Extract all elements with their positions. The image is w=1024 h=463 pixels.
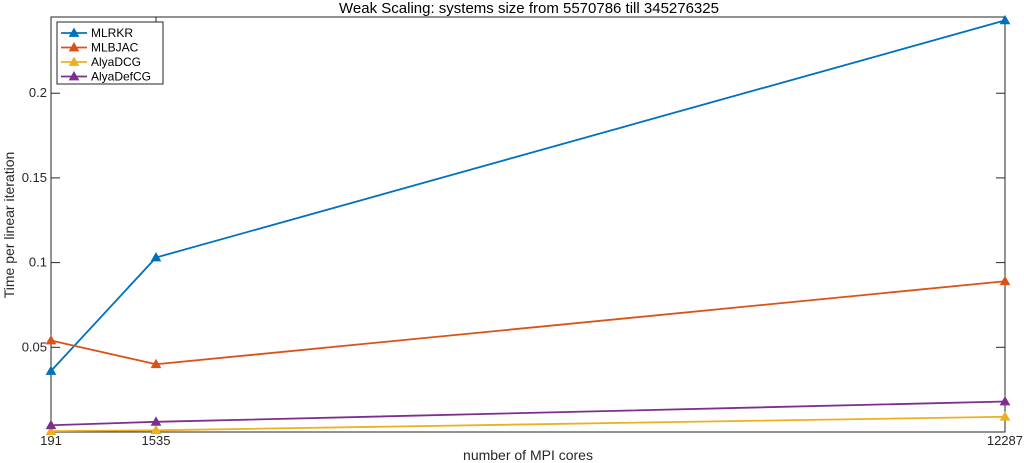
series-layer bbox=[45, 14, 1011, 436]
plot-area bbox=[50, 16, 1006, 433]
y-axis-title: Time per linear iteration bbox=[1, 152, 17, 299]
data-point-mlrkr bbox=[150, 252, 162, 262]
legend-label-mlrkr: MLRKR bbox=[91, 26, 133, 40]
x-axis-title: number of MPI cores bbox=[463, 447, 593, 463]
y-tick-label: 0.1 bbox=[29, 255, 47, 270]
legend-marker-mlbjac bbox=[68, 41, 80, 52]
x-tick-label: 12287 bbox=[987, 433, 1023, 448]
x-tick-label: 191 bbox=[40, 433, 62, 448]
data-point-alyadefcg bbox=[999, 396, 1011, 406]
data-point-alyadcg bbox=[150, 424, 162, 435]
y-tick-label: 0.2 bbox=[29, 85, 47, 100]
data-point-mlrkr bbox=[999, 14, 1011, 25]
legend-marker-alyadcg bbox=[68, 56, 80, 66]
data-point-mlbjac bbox=[999, 275, 1011, 286]
chart-title: Weak Scaling: systems size from 5570786 … bbox=[339, 0, 719, 17]
legend-label-mlbjac: MLBJAC bbox=[91, 41, 139, 55]
data-point-alyadefcg bbox=[150, 416, 162, 426]
legend-marker-alyadefcg bbox=[68, 70, 80, 81]
y-tick-label: 0.05 bbox=[22, 339, 47, 354]
data-point-alyadcg bbox=[45, 425, 57, 436]
y-tick-label: 0.15 bbox=[22, 170, 47, 185]
data-point-alyadefcg bbox=[45, 419, 57, 430]
legend-label-alyadefcg: AlyaDefCG bbox=[91, 70, 151, 84]
x-tick-label: 1535 bbox=[142, 433, 171, 448]
data-point-mlbjac bbox=[45, 335, 57, 345]
data-point-alyadcg bbox=[999, 411, 1011, 421]
axis-ticks: 191 1535 12287 0.05 0.1 0.15 0.2 bbox=[22, 17, 1023, 448]
legend-marker-mlrkr bbox=[68, 27, 80, 37]
data-point-mlbjac bbox=[150, 358, 162, 369]
legend-label-alyadcg: AlyaDCG bbox=[91, 55, 141, 69]
data-point-mlrkr bbox=[45, 365, 57, 375]
